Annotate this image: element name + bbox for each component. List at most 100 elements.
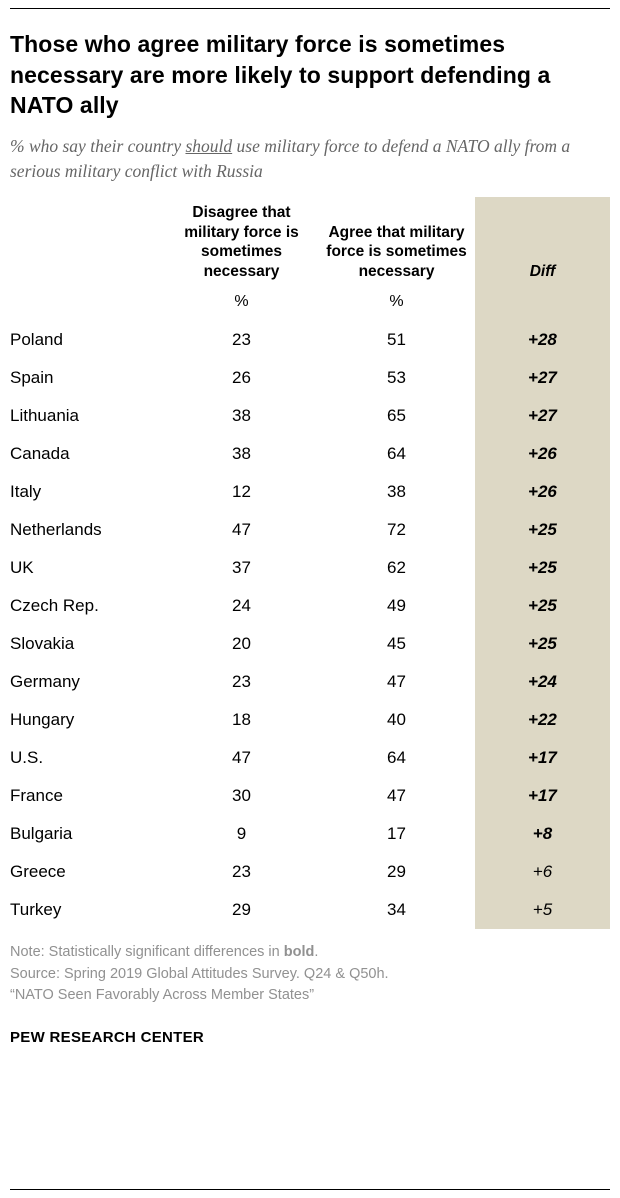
disagree-value: 12 bbox=[232, 481, 251, 501]
disagree-value: 20 bbox=[232, 633, 251, 653]
table-row: Germany 23 47 +24 bbox=[10, 662, 610, 701]
diff-value: +8 bbox=[474, 814, 610, 853]
diff-value: +25 bbox=[474, 510, 610, 549]
agree-value: 29 bbox=[387, 861, 406, 881]
table-header: Disagree that military force is sometime… bbox=[10, 197, 610, 321]
table-body: Poland 23 51 +28 Spain 26 53 +27 Lithuania 38 65 +2… bbox=[10, 320, 610, 929]
country-label: Netherlands bbox=[10, 519, 102, 539]
country-label: Spain bbox=[10, 367, 54, 387]
disagree-value: 47 bbox=[232, 747, 251, 767]
subtitle-suffix: use military force to defend a NATO ally… bbox=[10, 135, 571, 181]
country-label: Germany bbox=[10, 671, 80, 691]
agree-value: 51 bbox=[387, 329, 406, 349]
country-label: Czech Rep. bbox=[10, 595, 99, 615]
country-label: Lithuania bbox=[10, 405, 80, 425]
diff-unit-empty-cell bbox=[474, 288, 610, 321]
table-row: France 30 47 +17 bbox=[10, 776, 610, 815]
report-title-line: “NATO Seen Favorably Across Member State… bbox=[10, 987, 315, 1004]
table-row: Poland 23 51 +28 bbox=[10, 320, 610, 359]
agree-value: 64 bbox=[387, 747, 406, 767]
table-row: Czech Rep. 24 49 +25 bbox=[10, 586, 610, 625]
diff-value: +22 bbox=[474, 700, 610, 739]
agree-value: 53 bbox=[387, 367, 406, 387]
subtitle-underlined-word: should bbox=[185, 135, 233, 156]
table-row: Spain 26 53 +27 bbox=[10, 358, 610, 397]
table-row: Hungary 18 40 +22 bbox=[10, 700, 610, 739]
table-row: Netherlands 47 72 +25 bbox=[10, 510, 610, 549]
table-row: Slovakia 20 45 +25 bbox=[10, 624, 610, 663]
table-row: Canada 38 64 +26 bbox=[10, 434, 610, 473]
diff-value: +25 bbox=[474, 624, 610, 663]
top-divider bbox=[10, 8, 610, 9]
agree-unit-label: % bbox=[389, 292, 404, 310]
agree-value: 34 bbox=[387, 899, 406, 919]
country-label: France bbox=[10, 785, 63, 805]
brand-logo-text: PEW RESEARCH CENTER bbox=[10, 1029, 205, 1047]
disagree-value: 23 bbox=[232, 671, 251, 691]
disagree-value: 26 bbox=[232, 367, 251, 387]
agree-value: 72 bbox=[387, 519, 406, 539]
country-column-header bbox=[10, 197, 165, 289]
note-line: Note: Statistically significant differen… bbox=[10, 942, 610, 964]
disagree-value: 9 bbox=[236, 823, 247, 843]
diff-value: +25 bbox=[474, 586, 610, 625]
note-bold-word: bold bbox=[283, 943, 315, 960]
subtitle-prefix: % who say their country bbox=[10, 135, 186, 156]
diff-value: +6 bbox=[474, 852, 610, 891]
diff-value: +26 bbox=[474, 434, 610, 473]
header-row: Disagree that military force is sometime… bbox=[10, 197, 610, 289]
data-table: Disagree that military force is sometime… bbox=[10, 197, 610, 929]
page-container: Those who agree military force is someti… bbox=[0, 8, 620, 1046]
page-title: Those who agree military force is someti… bbox=[10, 31, 551, 119]
diff-column-header: Diff bbox=[474, 197, 610, 289]
agree-column-header: Agree that military force is sometimes n… bbox=[326, 223, 467, 280]
disagree-column-header: Disagree that military force is sometime… bbox=[184, 204, 299, 280]
table-row: U.S. 47 64 +17 bbox=[10, 738, 610, 777]
table-row: Greece 23 29 +6 bbox=[10, 852, 610, 891]
disagree-value: 23 bbox=[232, 861, 251, 881]
agree-value: 47 bbox=[387, 785, 406, 805]
table-row: UK 37 62 +25 bbox=[10, 548, 610, 587]
table-row: Bulgaria 9 17 +8 bbox=[10, 814, 610, 853]
diff-value: +27 bbox=[474, 396, 610, 435]
diff-value: +28 bbox=[474, 320, 610, 359]
disagree-unit-label: % bbox=[234, 292, 249, 310]
note-suffix: . bbox=[314, 943, 319, 960]
country-label: Greece bbox=[10, 861, 66, 881]
agree-value: 38 bbox=[387, 481, 406, 501]
agree-value: 40 bbox=[387, 709, 406, 729]
table-row: Italy 12 38 +26 bbox=[10, 472, 610, 511]
disagree-value: 23 bbox=[232, 329, 251, 349]
chart-subtitle: % who say their country should use milit… bbox=[10, 134, 610, 184]
country-label: Italy bbox=[10, 481, 42, 501]
source-line: Source: Spring 2019 Global Attitudes Sur… bbox=[10, 965, 389, 982]
footer-notes: Note: Statistically significant differen… bbox=[10, 942, 610, 1007]
diff-value: +17 bbox=[474, 776, 610, 815]
country-label: Slovakia bbox=[10, 633, 75, 653]
table-row: Lithuania 38 65 +27 bbox=[10, 396, 610, 435]
unit-empty-cell bbox=[10, 289, 165, 321]
disagree-value: 18 bbox=[232, 709, 251, 729]
country-label: Hungary bbox=[10, 709, 75, 729]
note-prefix: Note: Statistically significant differen… bbox=[10, 943, 284, 960]
diff-value: +26 bbox=[474, 472, 610, 511]
country-label: Canada bbox=[10, 443, 70, 463]
country-label: Poland bbox=[10, 329, 63, 349]
diff-value: +5 bbox=[474, 890, 610, 929]
agree-value: 45 bbox=[387, 633, 406, 653]
country-label: Turkey bbox=[10, 899, 62, 919]
unit-row: % % bbox=[10, 288, 610, 321]
table-row: Turkey 29 34 +5 bbox=[10, 890, 610, 929]
disagree-value: 37 bbox=[232, 557, 251, 577]
agree-value: 65 bbox=[387, 405, 406, 425]
disagree-value: 38 bbox=[232, 405, 251, 425]
country-label: U.S. bbox=[10, 747, 44, 767]
country-label: Bulgaria bbox=[10, 823, 73, 843]
diff-value: +25 bbox=[474, 548, 610, 587]
disagree-value: 47 bbox=[232, 519, 251, 539]
diff-value: +24 bbox=[474, 662, 610, 701]
disagree-value: 24 bbox=[232, 595, 251, 615]
country-label: UK bbox=[10, 557, 34, 577]
agree-value: 64 bbox=[387, 443, 406, 463]
disagree-value: 30 bbox=[232, 785, 251, 805]
